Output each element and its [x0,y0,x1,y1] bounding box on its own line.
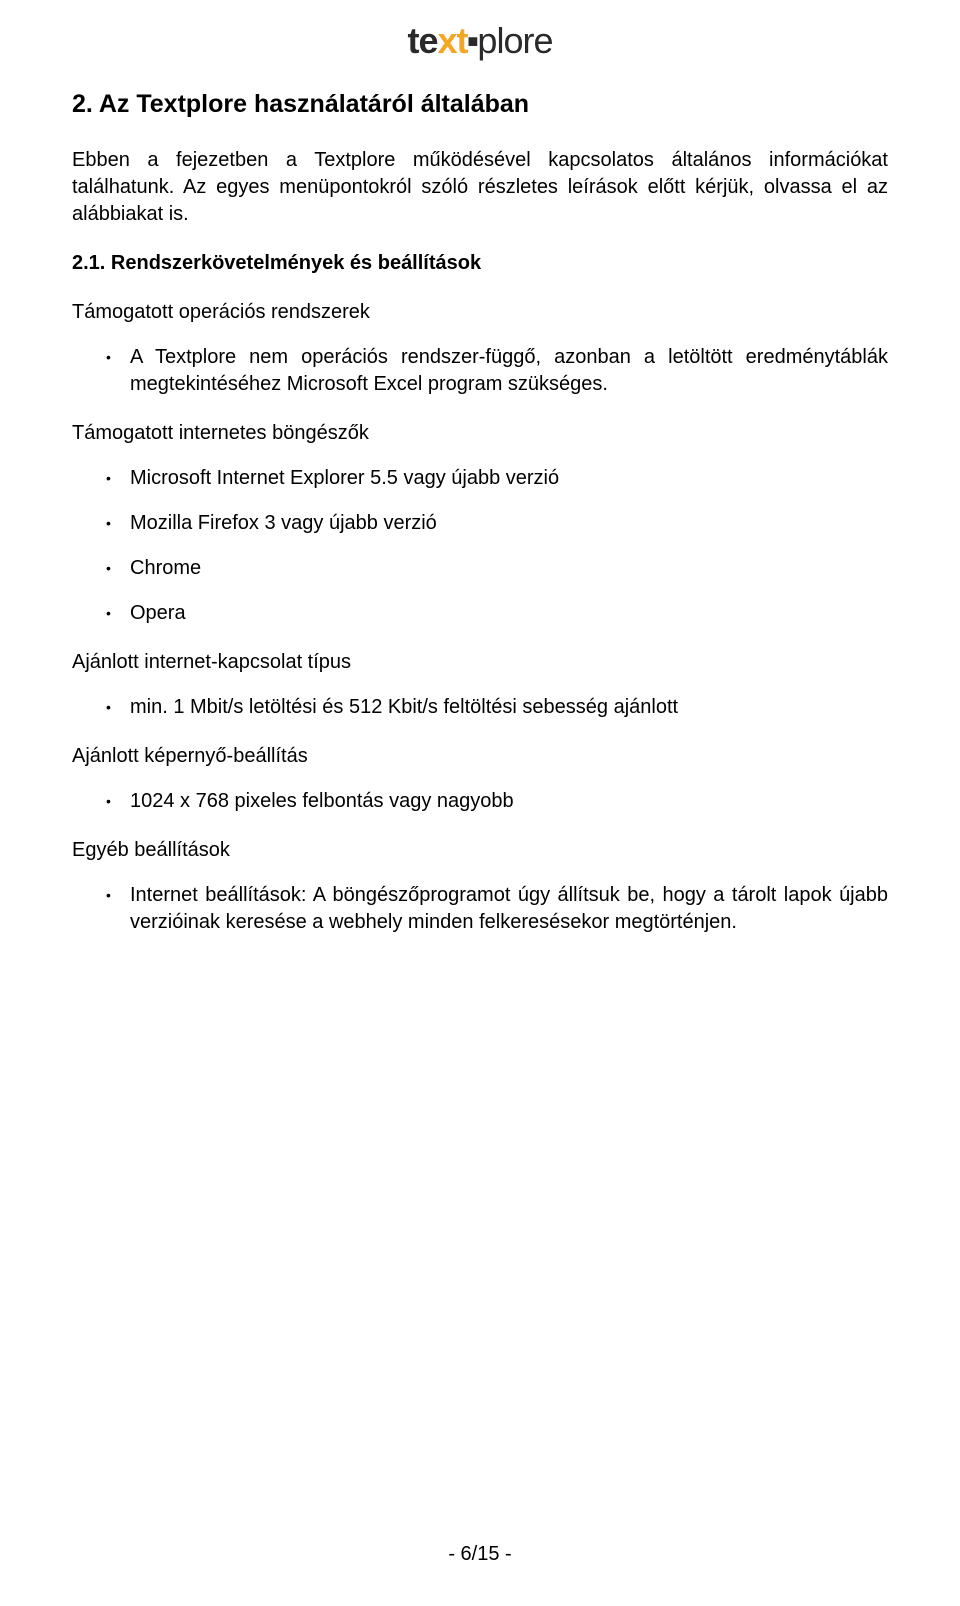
list-item: 1024 x 768 pixeles felbontás vagy nagyob… [72,788,888,815]
bullet-list-os: A Textplore nem operációs rendszer-függő… [72,344,888,398]
list-item: Mozilla Firefox 3 vagy újabb verzió [72,510,888,537]
page-number: - 6/15 - [448,1543,511,1565]
logo: text■plore [408,20,553,62]
group-label-connection: Ajánlott internet-kapcsolat típus [72,649,888,676]
logo-dot-icon: ■ [468,31,478,51]
list-item: Internet beállítások: A böngészőprogramo… [72,882,888,936]
bullet-list-browsers: Microsoft Internet Explorer 5.5 vagy úja… [72,465,888,627]
page-footer: - 6/15 - [0,1543,960,1566]
list-item: Microsoft Internet Explorer 5.5 vagy úja… [72,465,888,492]
document-page: text■plore 2. Az Textplore használatáról… [0,0,960,1606]
subsection-title: 2.1. Rendszerkövetelmények és beállításo… [72,252,888,275]
bullet-list-connection: min. 1 Mbit/s letöltési és 512 Kbit/s fe… [72,694,888,721]
list-item: Chrome [72,555,888,582]
list-item: Opera [72,600,888,627]
logo-seg1: te [408,20,438,61]
bullet-list-other: Internet beállítások: A böngészőprogramo… [72,882,888,936]
group-label-browsers: Támogatott internetes böngészők [72,420,888,447]
section-intro: Ebben a fejezetben a Textplore működésév… [72,147,888,228]
group-label-other: Egyéb beállítások [72,837,888,864]
list-item: A Textplore nem operációs rendszer-függő… [72,344,888,398]
logo-seg3: plore [477,20,552,61]
logo-container: text■plore [72,20,888,62]
section-title: 2. Az Textplore használatáról általában [72,90,888,119]
list-item: min. 1 Mbit/s letöltési és 512 Kbit/s fe… [72,694,888,721]
group-label-display: Ajánlott képernyő-beállítás [72,743,888,770]
logo-seg2: xt [438,20,468,61]
bullet-list-display: 1024 x 768 pixeles felbontás vagy nagyob… [72,788,888,815]
group-label-os: Támogatott operációs rendszerek [72,299,888,326]
